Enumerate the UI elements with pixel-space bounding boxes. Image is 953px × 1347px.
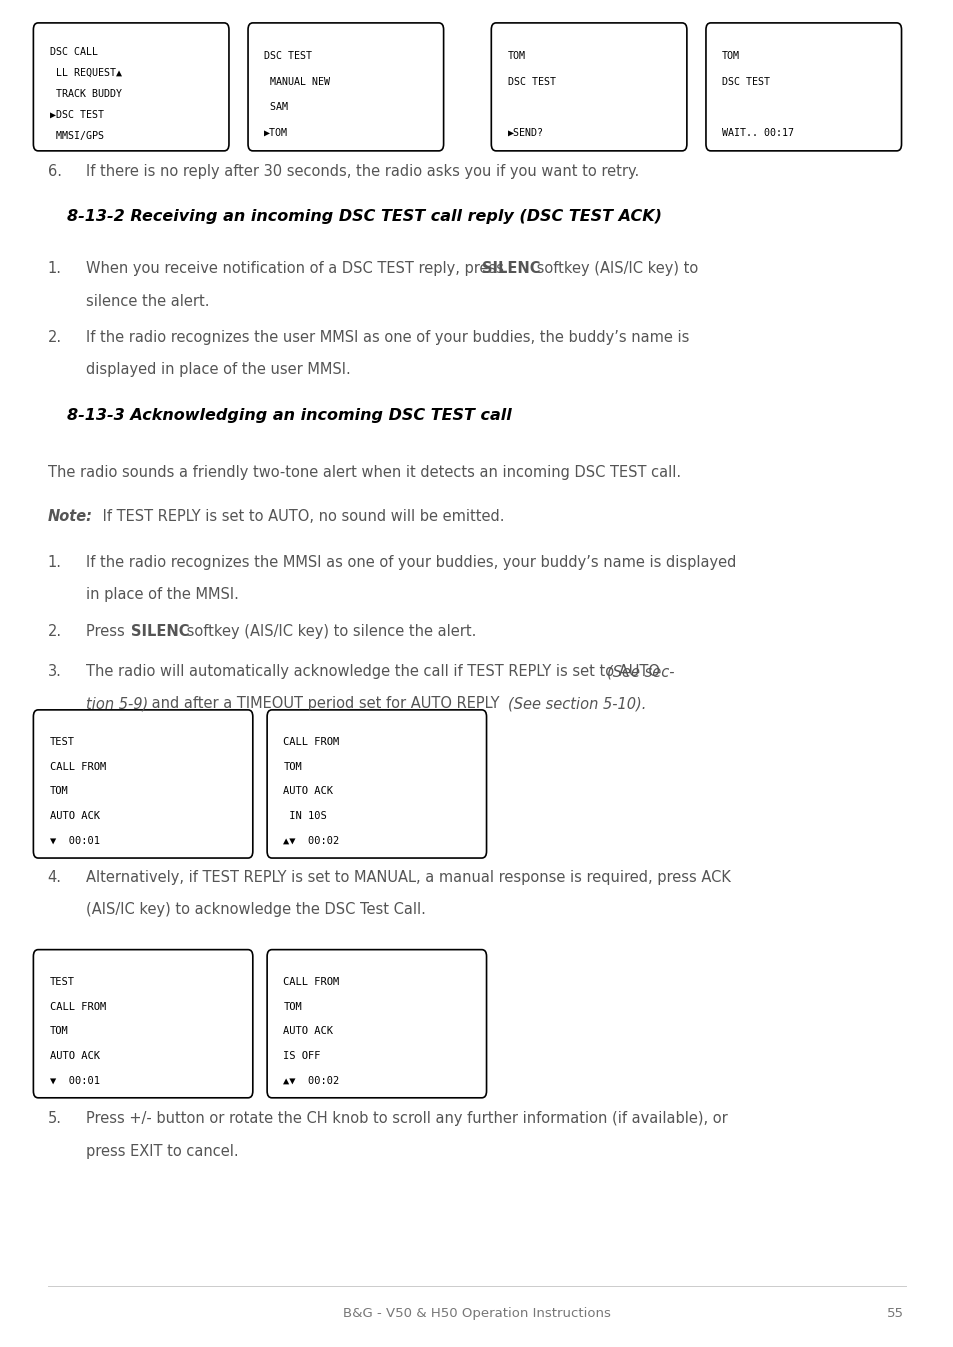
Text: CALL FROM: CALL FROM xyxy=(50,762,106,772)
Text: ▶SEND?: ▶SEND? xyxy=(507,128,543,137)
Text: 2.: 2. xyxy=(48,624,62,638)
Text: CALL FROM: CALL FROM xyxy=(283,737,339,748)
Text: DSC TEST: DSC TEST xyxy=(721,77,769,86)
Text: WAIT.. 00:17: WAIT.. 00:17 xyxy=(721,128,793,137)
FancyBboxPatch shape xyxy=(33,710,253,858)
Text: SILENC: SILENC xyxy=(131,624,189,638)
Text: 3.: 3. xyxy=(48,664,62,679)
Text: TOM: TOM xyxy=(283,762,302,772)
Text: ▼  00:01: ▼ 00:01 xyxy=(50,835,99,846)
FancyBboxPatch shape xyxy=(33,950,253,1098)
Text: ▶DSC TEST: ▶DSC TEST xyxy=(50,110,104,120)
Text: 1.: 1. xyxy=(48,261,62,276)
Text: softkey (AIS/IC key) to silence the alert.: softkey (AIS/IC key) to silence the aler… xyxy=(182,624,476,638)
Text: 1.: 1. xyxy=(48,555,62,570)
Text: AUTO ACK: AUTO ACK xyxy=(50,1051,99,1060)
Text: (See sec-: (See sec- xyxy=(606,664,674,679)
Text: LL REQUEST▲: LL REQUEST▲ xyxy=(50,69,121,78)
FancyBboxPatch shape xyxy=(491,23,686,151)
Text: B&G - V50 & H50 Operation Instructions: B&G - V50 & H50 Operation Instructions xyxy=(343,1307,610,1320)
Text: The radio sounds a friendly two-tone alert when it detects an incoming DSC TEST : The radio sounds a friendly two-tone ale… xyxy=(48,465,680,480)
Text: TOM: TOM xyxy=(283,1002,302,1012)
Text: If the radio recognizes the user MMSI as one of your buddies, the buddy’s name i: If the radio recognizes the user MMSI as… xyxy=(86,330,688,345)
Text: ▶TOM: ▶TOM xyxy=(264,128,288,137)
Text: TOM: TOM xyxy=(507,51,525,61)
Text: SAM: SAM xyxy=(264,102,288,112)
Text: 8-13-2 Receiving an incoming DSC TEST call reply (DSC TEST ACK): 8-13-2 Receiving an incoming DSC TEST ca… xyxy=(67,209,661,224)
Text: DSC TEST: DSC TEST xyxy=(264,51,312,61)
Text: Press +/- button or rotate the CH knob to scroll any further information (if ava: Press +/- button or rotate the CH knob t… xyxy=(86,1111,727,1126)
FancyBboxPatch shape xyxy=(267,950,486,1098)
Text: SILENC: SILENC xyxy=(481,261,539,276)
Text: 55: 55 xyxy=(886,1307,903,1320)
Text: silence the alert.: silence the alert. xyxy=(86,294,209,308)
Text: CALL FROM: CALL FROM xyxy=(50,1002,106,1012)
Text: If the radio recognizes the MMSI as one of your buddies, your buddy’s name is di: If the radio recognizes the MMSI as one … xyxy=(86,555,736,570)
Text: displayed in place of the user MMSI.: displayed in place of the user MMSI. xyxy=(86,362,351,377)
Text: TOM: TOM xyxy=(721,51,740,61)
Text: and after a TIMEOUT period set for AUTO REPLY: and after a TIMEOUT period set for AUTO … xyxy=(147,696,503,711)
Text: 2.: 2. xyxy=(48,330,62,345)
Text: 8-13-3 Acknowledging an incoming DSC TEST call: 8-13-3 Acknowledging an incoming DSC TES… xyxy=(67,408,511,423)
Text: IN 10S: IN 10S xyxy=(283,811,327,820)
Text: in place of the MMSI.: in place of the MMSI. xyxy=(86,587,238,602)
Text: 6.: 6. xyxy=(48,164,62,179)
FancyBboxPatch shape xyxy=(705,23,901,151)
Text: TEST: TEST xyxy=(50,737,74,748)
Text: If there is no reply after 30 seconds, the radio asks you if you want to retry.: If there is no reply after 30 seconds, t… xyxy=(86,164,639,179)
Text: If TEST REPLY is set to AUTO, no sound will be emitted.: If TEST REPLY is set to AUTO, no sound w… xyxy=(98,509,504,524)
Text: tion 5-9): tion 5-9) xyxy=(86,696,148,711)
Text: ▲▼  00:02: ▲▼ 00:02 xyxy=(283,1075,339,1086)
Text: 5.: 5. xyxy=(48,1111,62,1126)
Text: MANUAL NEW: MANUAL NEW xyxy=(264,77,330,86)
FancyBboxPatch shape xyxy=(33,23,229,151)
FancyBboxPatch shape xyxy=(248,23,443,151)
Text: DSC TEST: DSC TEST xyxy=(507,77,555,86)
Text: CALL FROM: CALL FROM xyxy=(283,977,339,987)
Text: TOM: TOM xyxy=(50,1026,69,1036)
Text: softkey (AIS/IC key) to: softkey (AIS/IC key) to xyxy=(532,261,698,276)
FancyBboxPatch shape xyxy=(267,710,486,858)
Text: Note:: Note: xyxy=(48,509,92,524)
Text: TRACK BUDDY: TRACK BUDDY xyxy=(50,89,121,98)
Text: ▼  00:01: ▼ 00:01 xyxy=(50,1075,99,1086)
Text: ▲▼  00:02: ▲▼ 00:02 xyxy=(283,835,339,846)
Text: AUTO ACK: AUTO ACK xyxy=(283,1026,333,1036)
Text: TEST: TEST xyxy=(50,977,74,987)
Text: IS OFF: IS OFF xyxy=(283,1051,320,1060)
Text: press EXIT to cancel.: press EXIT to cancel. xyxy=(86,1144,238,1158)
Text: AUTO ACK: AUTO ACK xyxy=(283,787,333,796)
Text: The radio will automatically acknowledge the call if TEST REPLY is set to AUTO: The radio will automatically acknowledge… xyxy=(86,664,664,679)
Text: AUTO ACK: AUTO ACK xyxy=(50,811,99,820)
Text: When you receive notification of a DSC TEST reply, press: When you receive notification of a DSC T… xyxy=(86,261,508,276)
Text: (AIS/IC key) to acknowledge the DSC Test Call.: (AIS/IC key) to acknowledge the DSC Test… xyxy=(86,902,425,917)
Text: MMSI/GPS: MMSI/GPS xyxy=(50,131,104,140)
Text: Alternatively, if TEST REPLY is set to MANUAL, a manual response is required, pr: Alternatively, if TEST REPLY is set to M… xyxy=(86,870,730,885)
Text: 4.: 4. xyxy=(48,870,62,885)
Text: Press: Press xyxy=(86,624,129,638)
Text: TOM: TOM xyxy=(50,787,69,796)
Text: DSC CALL: DSC CALL xyxy=(50,47,97,58)
Text: (See section 5-10).: (See section 5-10). xyxy=(507,696,645,711)
